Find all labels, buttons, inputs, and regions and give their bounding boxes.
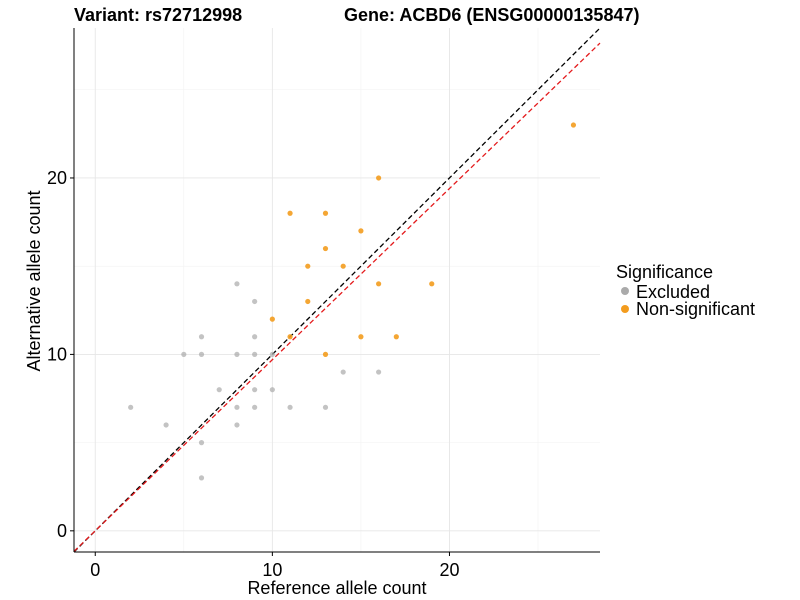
point-excluded bbox=[269, 351, 275, 357]
point-non-significant bbox=[376, 281, 382, 287]
point-non-significant bbox=[570, 122, 577, 128]
point-excluded bbox=[287, 404, 293, 410]
point-non-significant bbox=[376, 175, 382, 181]
point-excluded bbox=[234, 404, 240, 410]
point-non-significant bbox=[287, 334, 293, 340]
grid bbox=[74, 28, 600, 552]
point-non-significant bbox=[322, 210, 329, 216]
point-excluded bbox=[198, 440, 205, 446]
y-tick-label: 0 bbox=[57, 521, 67, 541]
point-non-significant bbox=[322, 351, 329, 357]
axes bbox=[73, 28, 600, 553]
legend-label-non-significant: Non-significant bbox=[636, 299, 755, 319]
point-excluded bbox=[181, 351, 187, 357]
point-excluded bbox=[198, 351, 205, 357]
point-non-significant bbox=[429, 281, 435, 287]
point-excluded bbox=[252, 351, 258, 357]
point-excluded bbox=[252, 298, 258, 305]
point-excluded bbox=[252, 334, 258, 340]
point-non-significant bbox=[340, 263, 346, 269]
point-non-significant bbox=[393, 334, 399, 340]
point-non-significant bbox=[287, 210, 293, 216]
tick-labels: 0 10 20 0 10 20 bbox=[47, 168, 460, 580]
legend-swatch-non-significant bbox=[621, 305, 629, 313]
point-excluded bbox=[234, 351, 240, 357]
point-excluded bbox=[163, 422, 169, 428]
point-excluded bbox=[198, 334, 205, 340]
point-excluded bbox=[340, 369, 346, 375]
point-excluded bbox=[252, 387, 258, 393]
legend-label-excluded: Excluded bbox=[636, 282, 710, 302]
point-excluded bbox=[269, 387, 275, 393]
point-excluded bbox=[198, 475, 205, 481]
y-axis-label: Alternative allele count bbox=[24, 190, 44, 371]
point-excluded bbox=[234, 281, 240, 287]
y-tick-label: 20 bbox=[47, 168, 67, 188]
reference-line-red bbox=[73, 42, 601, 552]
legend-swatch-excluded bbox=[621, 287, 629, 295]
point-non-significant bbox=[305, 263, 311, 269]
point-excluded bbox=[216, 387, 222, 393]
point-non-significant bbox=[358, 334, 364, 340]
point-excluded bbox=[128, 404, 134, 410]
point-non-significant bbox=[305, 298, 311, 305]
point-excluded bbox=[376, 369, 382, 375]
x-tick-label: 20 bbox=[439, 560, 459, 580]
point-non-significant bbox=[358, 228, 364, 234]
reference-line-black bbox=[73, 27, 601, 553]
x-tick-label: 0 bbox=[90, 560, 100, 580]
x-tick-label: 10 bbox=[262, 560, 282, 580]
legend: Significance Excluded Non-significant bbox=[616, 262, 755, 319]
point-excluded bbox=[252, 404, 258, 410]
y-tick-label: 10 bbox=[47, 344, 67, 364]
reference-lines bbox=[73, 27, 601, 553]
legend-title: Significance bbox=[616, 262, 713, 282]
x-axis-label: Reference allele count bbox=[247, 578, 426, 598]
chart-subtitle: Gene: ACBD6 (ENSG00000135847) bbox=[344, 5, 639, 25]
point-non-significant bbox=[322, 245, 329, 252]
point-excluded bbox=[234, 422, 240, 428]
point-non-significant bbox=[269, 316, 275, 322]
point-excluded bbox=[322, 404, 329, 410]
chart-title: Variant: rs72712998 bbox=[74, 5, 242, 25]
data-points bbox=[128, 122, 577, 481]
